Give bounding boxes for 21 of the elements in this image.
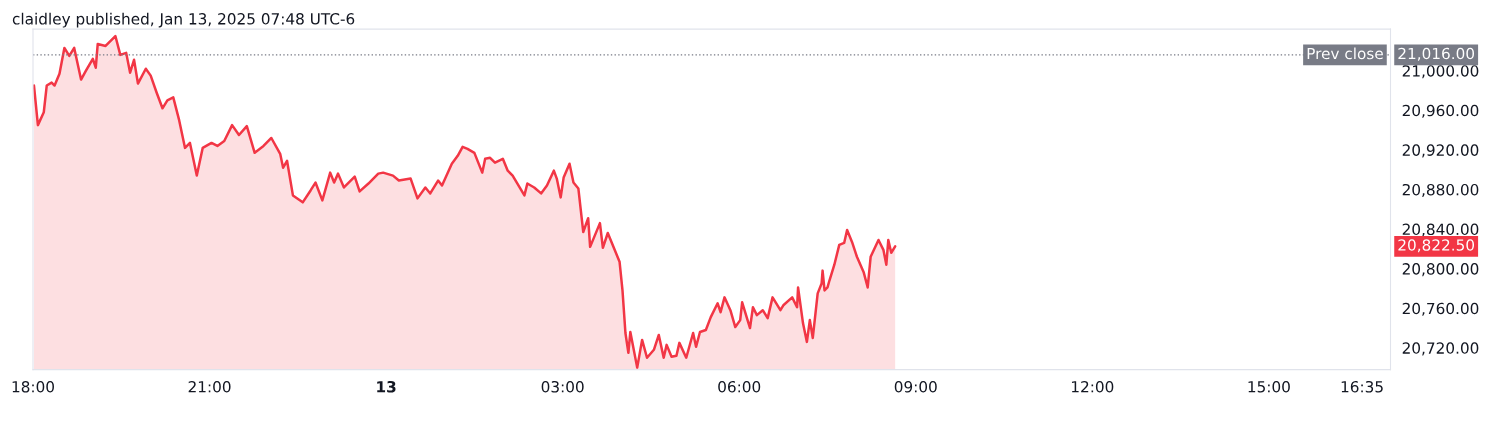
text: 20,822.50	[1398, 239, 1475, 253]
x-tick-label: 12:00	[1071, 380, 1114, 393]
y-tick-label: 20,720.00	[1402, 342, 1479, 356]
x-tick-label: 15:00	[1248, 380, 1290, 393]
text: 21,016.00	[1398, 47, 1475, 61]
y-tick-label: 20,760.00	[1402, 302, 1479, 316]
x-tick-label: 09:00	[894, 380, 937, 393]
chart-title: claidley published, Jan 13, 2025 07:48 UTC-6	[12, 12, 355, 28]
x-tick-label: 03:00	[541, 380, 584, 393]
y-tick-label: 20,920.00	[1402, 144, 1479, 158]
x-tick-label: 13	[377, 380, 396, 393]
y-tick-label: 20,880.00	[1402, 183, 1479, 198]
y-tick-label: 20,800.00	[1402, 263, 1479, 277]
x-tick-label: 06:00	[718, 380, 761, 393]
x-tick-label: 16:35	[1341, 380, 1383, 393]
x-tick-label: 21:00	[188, 380, 231, 393]
y-tick-label: 20,840.00	[1402, 223, 1479, 237]
y-tick-label: 21,000.00	[1402, 65, 1479, 79]
y-tick-label: 20,960.00	[1402, 104, 1479, 118]
ref-line-label: Prev close	[1307, 47, 1383, 60]
x-tick-label: 18:00	[12, 380, 54, 393]
